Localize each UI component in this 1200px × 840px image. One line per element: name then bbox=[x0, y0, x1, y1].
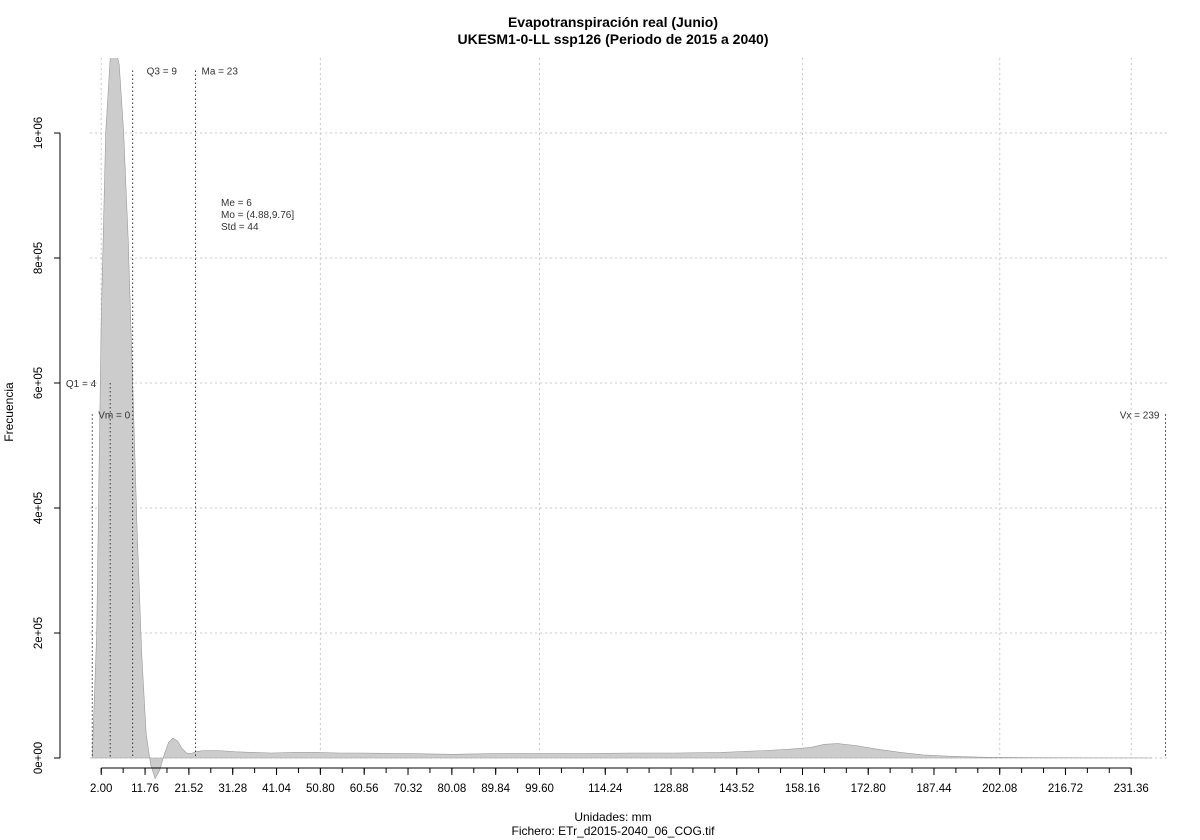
x-tick-label-16: 187.44 bbox=[916, 783, 952, 795]
chart-title: Evapotranspiración real (Junio) bbox=[508, 14, 718, 30]
x-tick-label-5: 50.80 bbox=[306, 783, 335, 795]
x-tick-label-7: 70.32 bbox=[394, 783, 423, 795]
x-tick-label-3: 31.28 bbox=[218, 783, 247, 795]
x-tick-label-8: 80.08 bbox=[437, 783, 466, 795]
y-axis-title: Frecuencia bbox=[2, 382, 16, 442]
grid-lines bbox=[90, 58, 1170, 759]
y-tick-label-4: 8e+05 bbox=[33, 242, 45, 274]
x-tick-label-11: 114.24 bbox=[588, 783, 623, 795]
stats-mode: Mo = (4.88,9.76] bbox=[221, 210, 294, 221]
y-tick-label-2: 4e+05 bbox=[33, 492, 45, 524]
chart-subtitle: UKESM1-0-LL ssp126 (Periodo de 2015 a 20… bbox=[458, 31, 769, 47]
stats-box: Me = 6 Mo = (4.88,9.76] Std = 44 bbox=[221, 198, 294, 233]
density-area bbox=[91, 58, 1153, 780]
density-area-path bbox=[91, 58, 1153, 780]
stat-label-1: Q1 = 4 bbox=[66, 379, 97, 390]
y-tick-label-5: 1e+06 bbox=[33, 117, 45, 149]
x-tick-label-10: 99.60 bbox=[525, 783, 554, 795]
stat-label-4: Vx = 239 bbox=[1120, 410, 1160, 421]
x-tick-label-18: 216.72 bbox=[1048, 783, 1083, 795]
y-tick-label-1: 2e+05 bbox=[33, 617, 45, 649]
stats-std: Std = 44 bbox=[221, 222, 259, 233]
file-name-footer: Fichero: ETr_d2015-2040_06_COG.tif bbox=[512, 824, 716, 838]
statistic-markers: Vm = 0 Q1 = 4 Q3 = 9 Ma = 23 Vx = 239 bbox=[66, 67, 1167, 758]
x-tick-label-1: 11.76 bbox=[131, 783, 159, 795]
x-tick-label-2: 21.52 bbox=[174, 783, 203, 795]
x-tick-label-12: 128.88 bbox=[653, 783, 688, 795]
stat-label-2: Q3 = 9 bbox=[147, 67, 178, 78]
x-tick-label-15: 172.80 bbox=[851, 783, 886, 795]
x-tick-label-14: 158.16 bbox=[785, 783, 820, 795]
x-tick-label-4: 41.04 bbox=[262, 783, 291, 795]
x-axis-title: Unidades: mm bbox=[574, 810, 651, 824]
stat-label-0: Vm = 0 bbox=[98, 410, 130, 421]
y-tick-label-3: 6e+05 bbox=[33, 367, 45, 399]
x-tick-label-13: 143.52 bbox=[719, 783, 754, 795]
axes: 0e+00 2e+05 4e+05 6e+05 8e+05 1e+06 2.00 11.76 2… bbox=[33, 117, 1149, 795]
x-tick-label-19: 231.36 bbox=[1114, 783, 1149, 795]
x-tick-label-17: 202.08 bbox=[982, 783, 1017, 795]
x-tick-label-0: 2.00 bbox=[90, 783, 112, 795]
stats-median: Me = 6 bbox=[221, 198, 252, 209]
x-tick-label-9: 89.84 bbox=[481, 783, 510, 795]
y-tick-label-0: 0e+00 bbox=[33, 742, 45, 774]
stat-label-3: Ma = 23 bbox=[202, 67, 239, 78]
x-tick-label-6: 60.56 bbox=[350, 783, 379, 795]
